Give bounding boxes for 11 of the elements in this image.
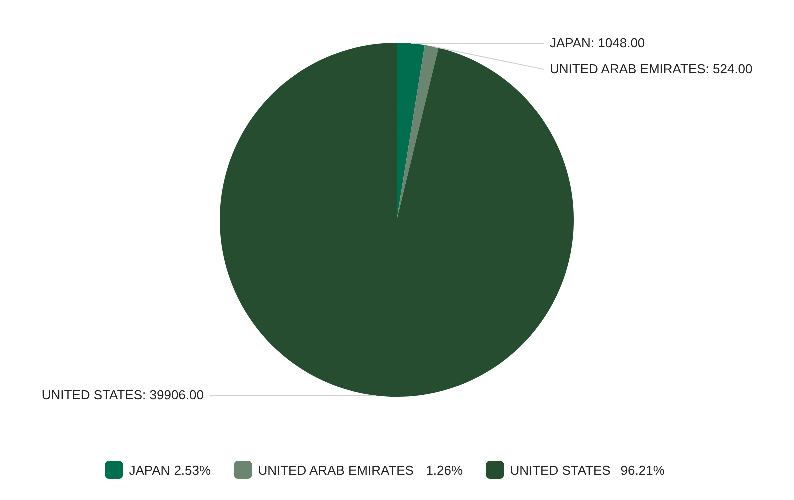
pie-slice <box>397 45 439 220</box>
text: 1.26% <box>426 463 464 478</box>
legend-label: UNITED STATES <box>510 463 612 478</box>
legend-label: UNITED ARAB EMIRATES <box>258 463 414 478</box>
pie-slice <box>397 43 425 220</box>
data-label: JAPAN: 1048.00 <box>550 36 646 51</box>
data-label: UNITED STATES: 39906.00 <box>42 388 204 403</box>
text: 2.53% <box>174 463 212 478</box>
text: 96.21% <box>620 463 666 478</box>
legend-label: JAPAN <box>129 463 170 478</box>
data-label: UNITED ARAB EMIRATES: 524.00 <box>550 62 753 77</box>
